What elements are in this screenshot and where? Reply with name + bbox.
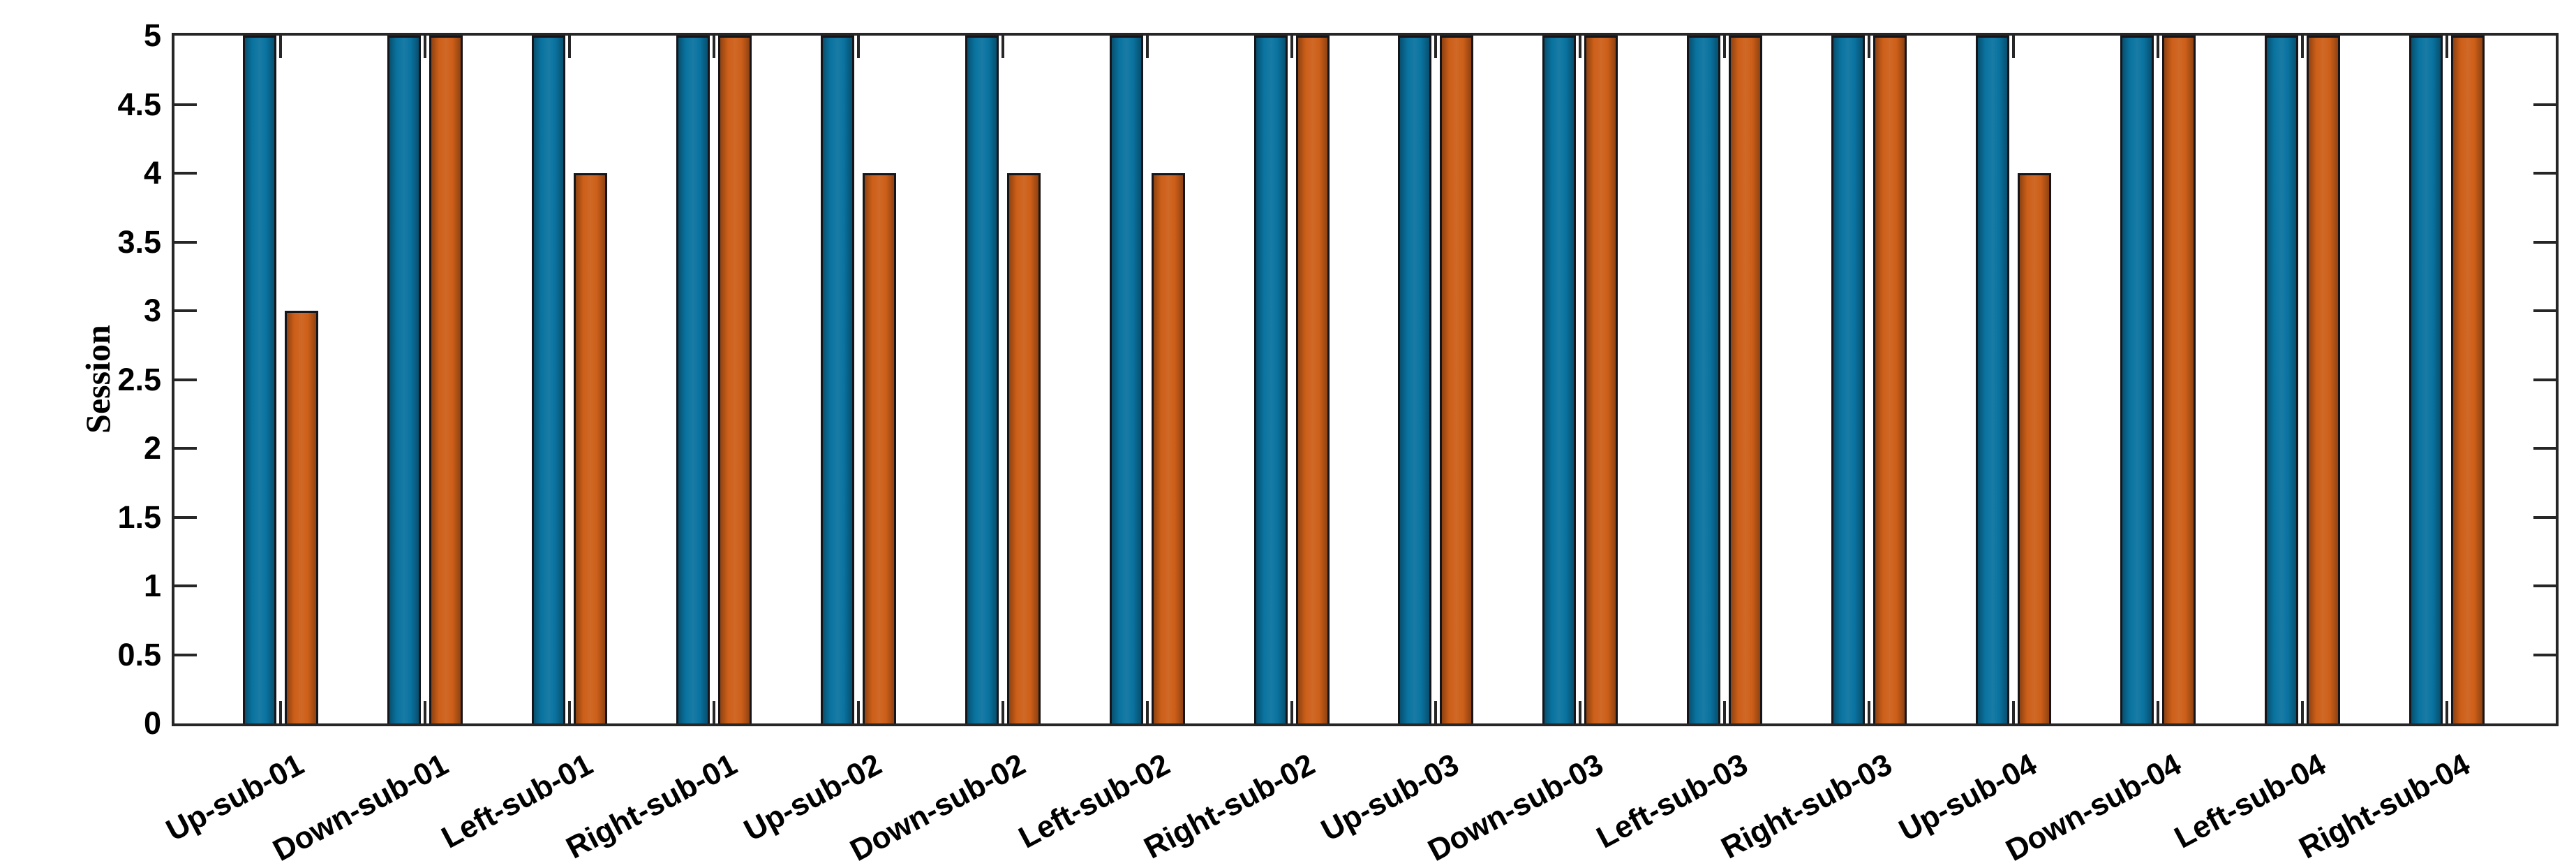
x-tick-mark: [1001, 701, 1004, 723]
bar-orange-Up-sub-02: [862, 173, 896, 723]
y-tick-label: 3: [143, 293, 161, 328]
y-tick-label: 2: [143, 430, 161, 466]
y-tick-label: 1.5: [117, 499, 161, 535]
y-tick-mark: [2533, 653, 2556, 656]
bar-blue-Up-sub-03: [1398, 36, 1432, 723]
x-tick-mark: [279, 36, 282, 58]
y-tick-mark: [174, 515, 197, 519]
x-tick-mark: [1579, 701, 1582, 723]
y-tick-mark: [174, 378, 197, 381]
bar-blue-Down-sub-02: [965, 36, 999, 723]
x-tick-mark: [567, 36, 571, 58]
y-tick-mark: [174, 653, 197, 656]
bar-orange-Right-sub-04: [2451, 36, 2485, 723]
x-tick-mark: [1434, 701, 1438, 723]
x-tick-mark: [1579, 36, 1582, 58]
bar-blue-Right-sub-04: [2409, 36, 2443, 723]
y-tick-mark: [2533, 584, 2556, 587]
x-tick-mark: [1001, 36, 1004, 58]
y-tick-mark: [2533, 378, 2556, 381]
x-tick-mark: [2301, 701, 2305, 723]
bar-blue-Left-sub-03: [1687, 36, 1721, 723]
bar-blue-Left-sub-04: [2265, 36, 2299, 723]
y-tick-label: 4.5: [117, 86, 161, 122]
bar-orange-Left-sub-02: [1151, 173, 1185, 723]
x-tick-mark: [2157, 36, 2160, 58]
y-tick-mark: [2533, 172, 2556, 175]
x-tick-mark: [1723, 36, 1727, 58]
x-tick-mark: [2301, 36, 2305, 58]
bar-orange-Right-sub-02: [1295, 36, 1330, 723]
bar-orange-Down-sub-04: [2162, 36, 2196, 723]
bar-blue-Left-sub-02: [1109, 36, 1143, 723]
y-tick-label: 3.5: [117, 223, 161, 260]
x-tick-mark: [423, 36, 426, 58]
x-tick-mark: [1145, 701, 1149, 723]
plot-area: [172, 33, 2559, 726]
x-tick-mark: [856, 701, 860, 723]
y-tick-mark: [2533, 240, 2556, 244]
y-tick-label: 4: [143, 155, 161, 191]
bar-orange-Down-sub-03: [1584, 36, 1618, 723]
x-tick-mark: [1290, 701, 1293, 723]
bar-blue-Right-sub-03: [1831, 36, 1866, 723]
y-tick-mark: [2533, 103, 2556, 106]
bar-blue-Right-sub-01: [676, 36, 710, 723]
bar-orange-Right-sub-01: [717, 36, 752, 723]
y-tick-label: 2.5: [117, 361, 161, 397]
x-tick-mark: [712, 36, 715, 58]
y-tick-mark: [2533, 515, 2556, 519]
bar-orange-Up-sub-01: [285, 311, 318, 723]
y-tick-mark: [2533, 309, 2556, 312]
x-tick-mark: [1868, 36, 1871, 58]
bar-orange-Left-sub-03: [1729, 36, 1763, 723]
bar-orange-Down-sub-01: [429, 36, 463, 723]
y-axis-title: Session: [78, 325, 117, 434]
bar-blue-Up-sub-04: [1976, 36, 2010, 723]
y-tick-mark: [174, 240, 197, 244]
bar-orange-Up-sub-03: [1440, 36, 1474, 723]
bar-blue-Down-sub-04: [2120, 36, 2154, 723]
bar-blue-Up-sub-02: [820, 36, 854, 723]
x-tick-mark: [2445, 36, 2448, 58]
x-tick-mark: [712, 701, 715, 723]
bar-orange-Down-sub-02: [1006, 173, 1041, 723]
bar-orange-Up-sub-04: [2018, 173, 2052, 723]
bar-blue-Down-sub-01: [387, 36, 421, 723]
x-tick-mark: [279, 701, 282, 723]
x-tick-mark: [1723, 701, 1727, 723]
bar-orange-Left-sub-01: [573, 173, 607, 723]
x-tick-mark: [1290, 36, 1293, 58]
x-tick-mark: [2157, 701, 2160, 723]
y-tick-mark: [174, 309, 197, 312]
y-tick-mark: [174, 103, 197, 106]
bar-blue-Left-sub-01: [531, 36, 565, 723]
y-tick-label: 0.5: [117, 636, 161, 672]
y-tick-label: 5: [143, 17, 161, 53]
bar-orange-Right-sub-03: [1873, 36, 1907, 723]
x-tick-mark: [2445, 701, 2448, 723]
x-tick-mark: [2012, 36, 2016, 58]
bar-blue-Right-sub-02: [1253, 36, 1288, 723]
x-tick-mark: [1145, 36, 1149, 58]
y-tick-mark: [174, 172, 197, 175]
y-tick-label: 1: [143, 568, 161, 603]
bar-blue-Up-sub-01: [243, 36, 276, 723]
bar-blue-Down-sub-03: [1542, 36, 1577, 723]
x-tick-mark: [856, 36, 860, 58]
x-tick-mark: [1434, 36, 1438, 58]
x-tick-mark: [423, 701, 426, 723]
x-tick-mark: [567, 701, 571, 723]
x-tick-mark: [2012, 701, 2016, 723]
y-tick-mark: [174, 447, 197, 450]
y-tick-label: 0: [143, 705, 161, 741]
y-tick-mark: [174, 584, 197, 587]
bar-orange-Left-sub-04: [2307, 36, 2341, 723]
y-tick-mark: [2533, 447, 2556, 450]
x-tick-mark: [1868, 701, 1871, 723]
